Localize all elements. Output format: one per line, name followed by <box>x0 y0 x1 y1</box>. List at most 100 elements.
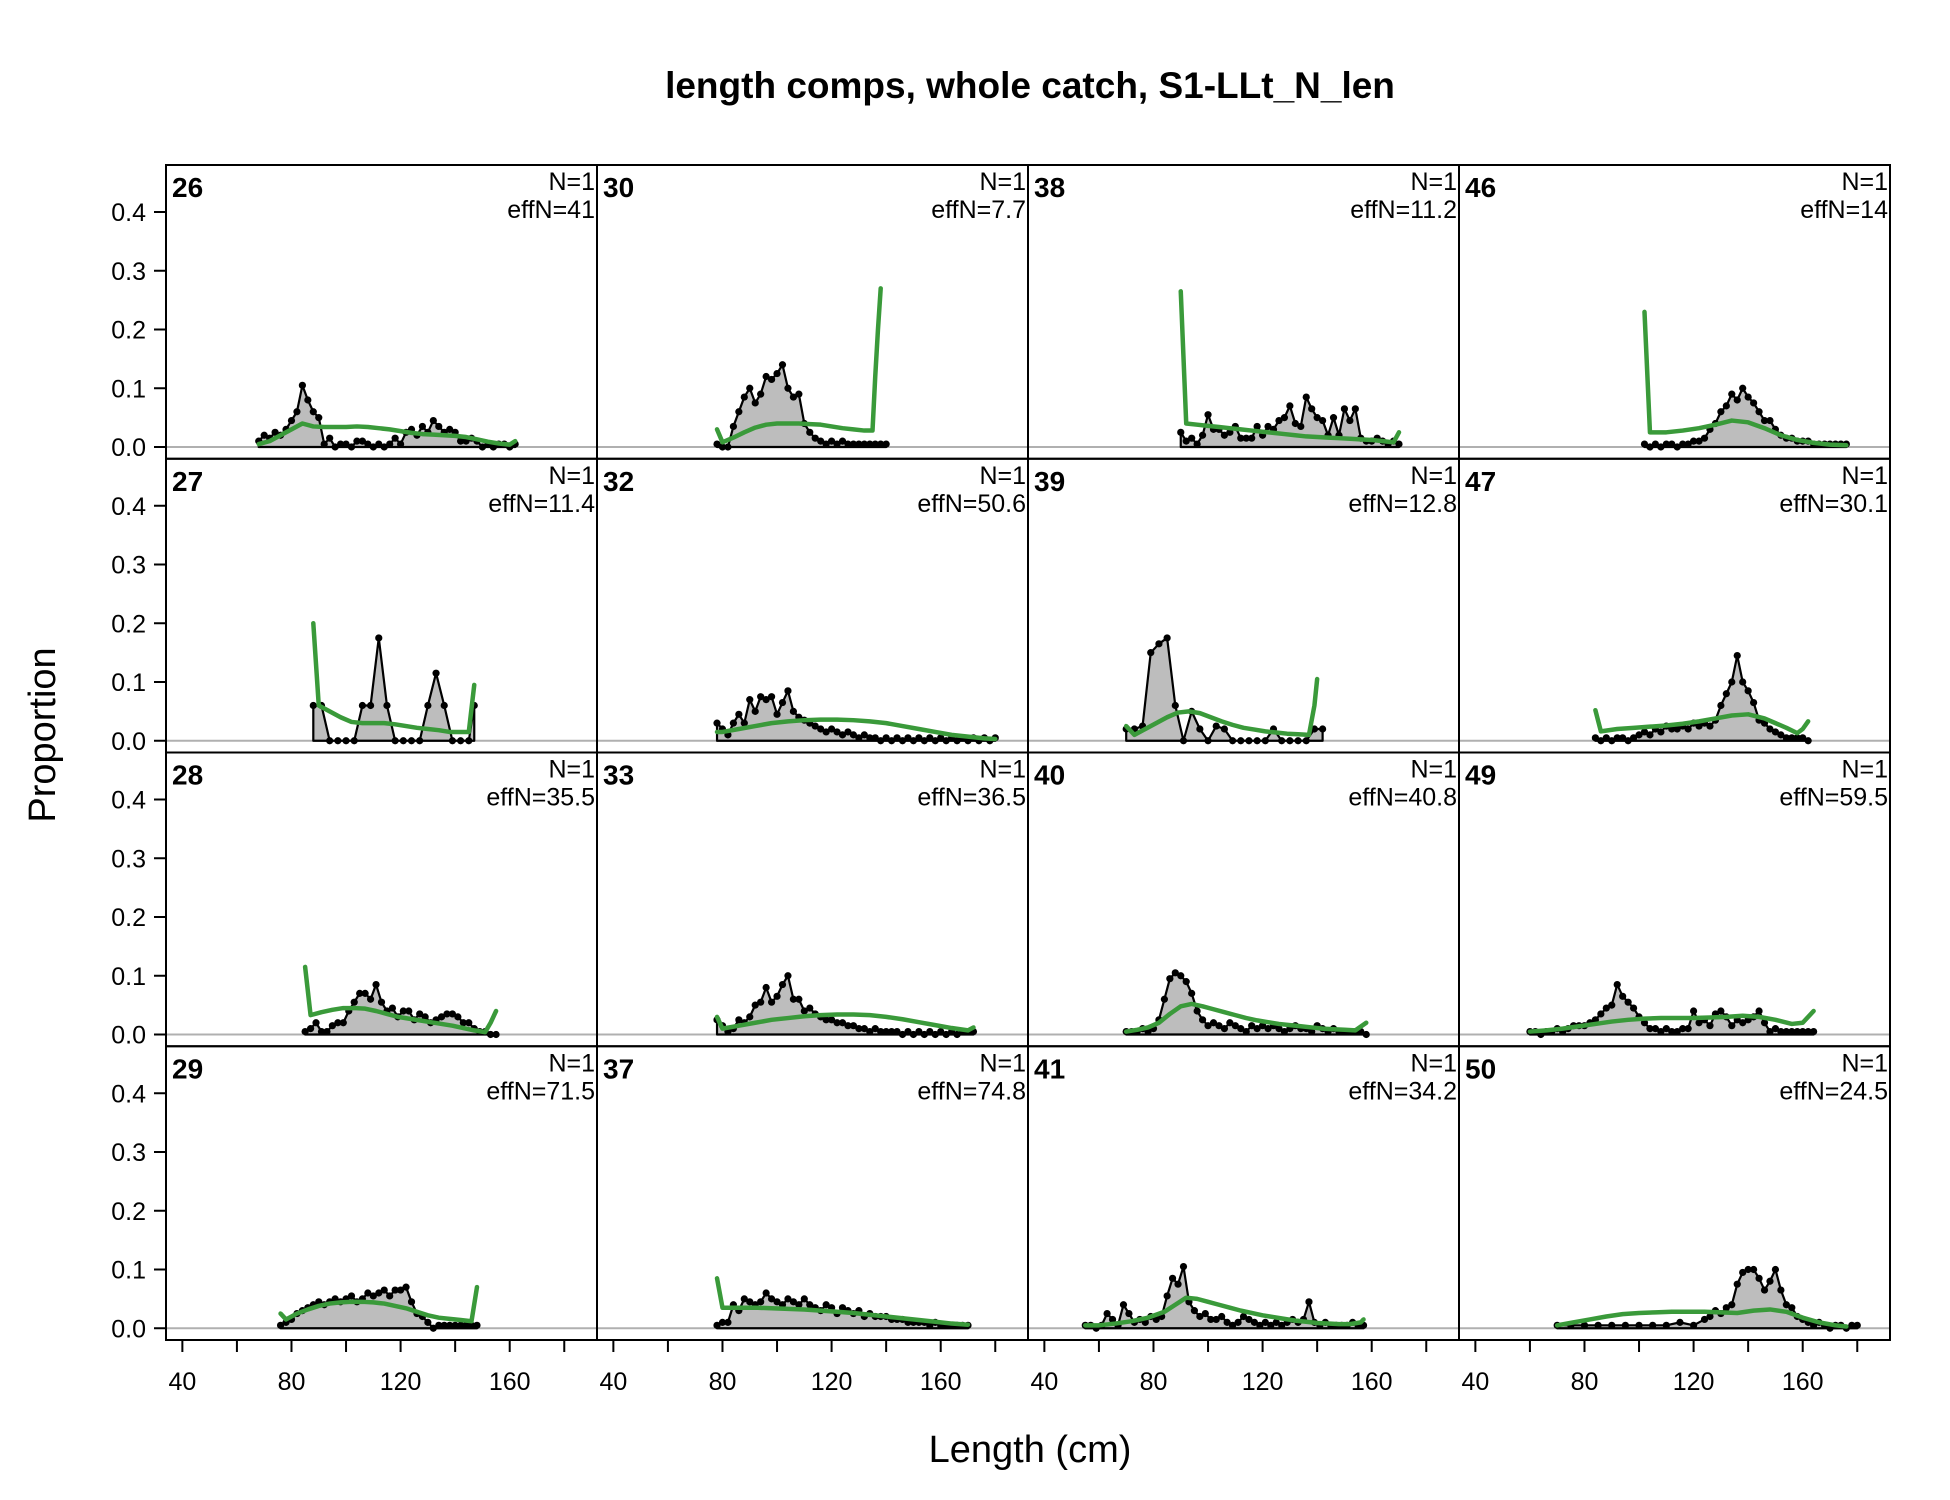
observed-point <box>882 440 890 448</box>
observed-point <box>446 1321 454 1329</box>
observed-point <box>1591 734 1599 742</box>
panel-n: N=1 <box>979 1049 1026 1077</box>
observed-point <box>1662 1025 1670 1033</box>
observed-point <box>1649 1321 1657 1329</box>
observed-point <box>1788 1027 1796 1036</box>
observed-point <box>396 440 405 448</box>
observed-point <box>1613 980 1621 989</box>
observed-point <box>435 1321 443 1329</box>
panel-effn: effN=36.5 <box>917 784 1026 812</box>
observed-point <box>1226 1019 1234 1027</box>
observed-point <box>1179 1262 1188 1271</box>
observed-point <box>347 443 356 451</box>
observed-point <box>440 1321 448 1329</box>
observed-point <box>1174 1280 1182 1288</box>
expected-line <box>1527 1008 1816 1034</box>
observed-point <box>429 416 437 425</box>
observed-point <box>334 737 342 745</box>
observed-point <box>1717 408 1725 416</box>
x-tick-label: 120 <box>380 1368 422 1396</box>
observed-point <box>1198 1016 1207 1024</box>
observed-point <box>372 980 380 989</box>
observed-point <box>860 1025 868 1033</box>
observed-point <box>1668 440 1676 448</box>
y-axis-label: Proportion <box>22 647 64 822</box>
observed-point <box>424 1318 432 1326</box>
observed-point <box>1646 731 1654 739</box>
observed-point <box>1657 1027 1665 1036</box>
observed-point <box>877 1027 885 1036</box>
observed-point <box>1278 1321 1286 1329</box>
expected-line <box>1123 676 1320 738</box>
panel-n: N=1 <box>1410 462 1457 490</box>
observed-point <box>375 634 383 642</box>
panel-effn: effN=74.8 <box>917 1077 1026 1105</box>
observed-point <box>1302 737 1310 745</box>
observed-point <box>1261 1318 1269 1326</box>
observed-point <box>1624 998 1632 1006</box>
observed-point <box>1679 1025 1687 1033</box>
observed-point <box>386 440 394 448</box>
observed-point <box>1193 1007 1201 1015</box>
observed-point <box>866 1027 874 1036</box>
observed-point <box>424 701 432 710</box>
observed-point <box>855 734 863 742</box>
observed-point <box>1777 731 1785 739</box>
observed-point <box>1177 972 1185 980</box>
x-tick-label: 160 <box>920 1368 962 1396</box>
observed-point <box>806 1004 814 1012</box>
panel-effn: effN=40.8 <box>1348 784 1457 812</box>
panel-label: 26 <box>172 172 203 203</box>
observed-point <box>1204 1022 1212 1030</box>
observed-point <box>773 992 781 1000</box>
panel-n: N=1 <box>1841 462 1888 490</box>
observed-point <box>735 710 743 718</box>
observed-point <box>1676 1318 1684 1326</box>
panel-n: N=1 <box>979 168 1026 196</box>
panel-effn: effN=11.4 <box>488 490 595 518</box>
observed-point <box>767 693 776 701</box>
panel-label: 46 <box>1465 172 1496 203</box>
observed-point <box>416 1010 424 1018</box>
panel-n: N=1 <box>548 462 595 490</box>
observed-point <box>1119 1301 1128 1309</box>
observed-point <box>1602 734 1610 742</box>
observed-point <box>844 728 852 736</box>
x-tick-label: 80 <box>709 1368 737 1396</box>
observed-point <box>358 701 367 710</box>
observed-point <box>1163 1292 1171 1300</box>
observed-point <box>849 440 858 448</box>
observed-point <box>1196 725 1204 733</box>
observed-point <box>1346 416 1354 425</box>
y-tick-label: 0.2 <box>111 317 146 345</box>
observed-point <box>898 737 907 745</box>
observed-point <box>784 687 792 695</box>
observed-point <box>1657 443 1665 451</box>
x-tick-label: 40 <box>168 1368 196 1396</box>
x-tick-label: 160 <box>1782 1368 1824 1396</box>
observed-point <box>1750 1265 1758 1274</box>
panel-effn: effN=59.5 <box>1779 784 1888 812</box>
expected-line <box>714 1012 976 1033</box>
observed-point <box>1190 1307 1198 1315</box>
observed-point <box>844 1022 852 1030</box>
observed-point <box>1209 1019 1218 1027</box>
observed-point <box>827 1016 836 1024</box>
observed-point <box>377 998 386 1006</box>
observed-point <box>1237 434 1245 442</box>
observed-point <box>388 1004 397 1012</box>
observed-point <box>451 1321 459 1329</box>
observed-point <box>1766 1277 1774 1285</box>
observed-point <box>1286 402 1294 410</box>
observed-point <box>1198 431 1207 439</box>
observed-point <box>1689 437 1698 445</box>
panel-effn: effN=34.2 <box>1348 1077 1457 1105</box>
observed-point <box>1613 734 1621 742</box>
y-tick-label: 0.1 <box>111 375 146 403</box>
observed-point <box>784 972 792 980</box>
observed-point <box>806 1301 814 1309</box>
